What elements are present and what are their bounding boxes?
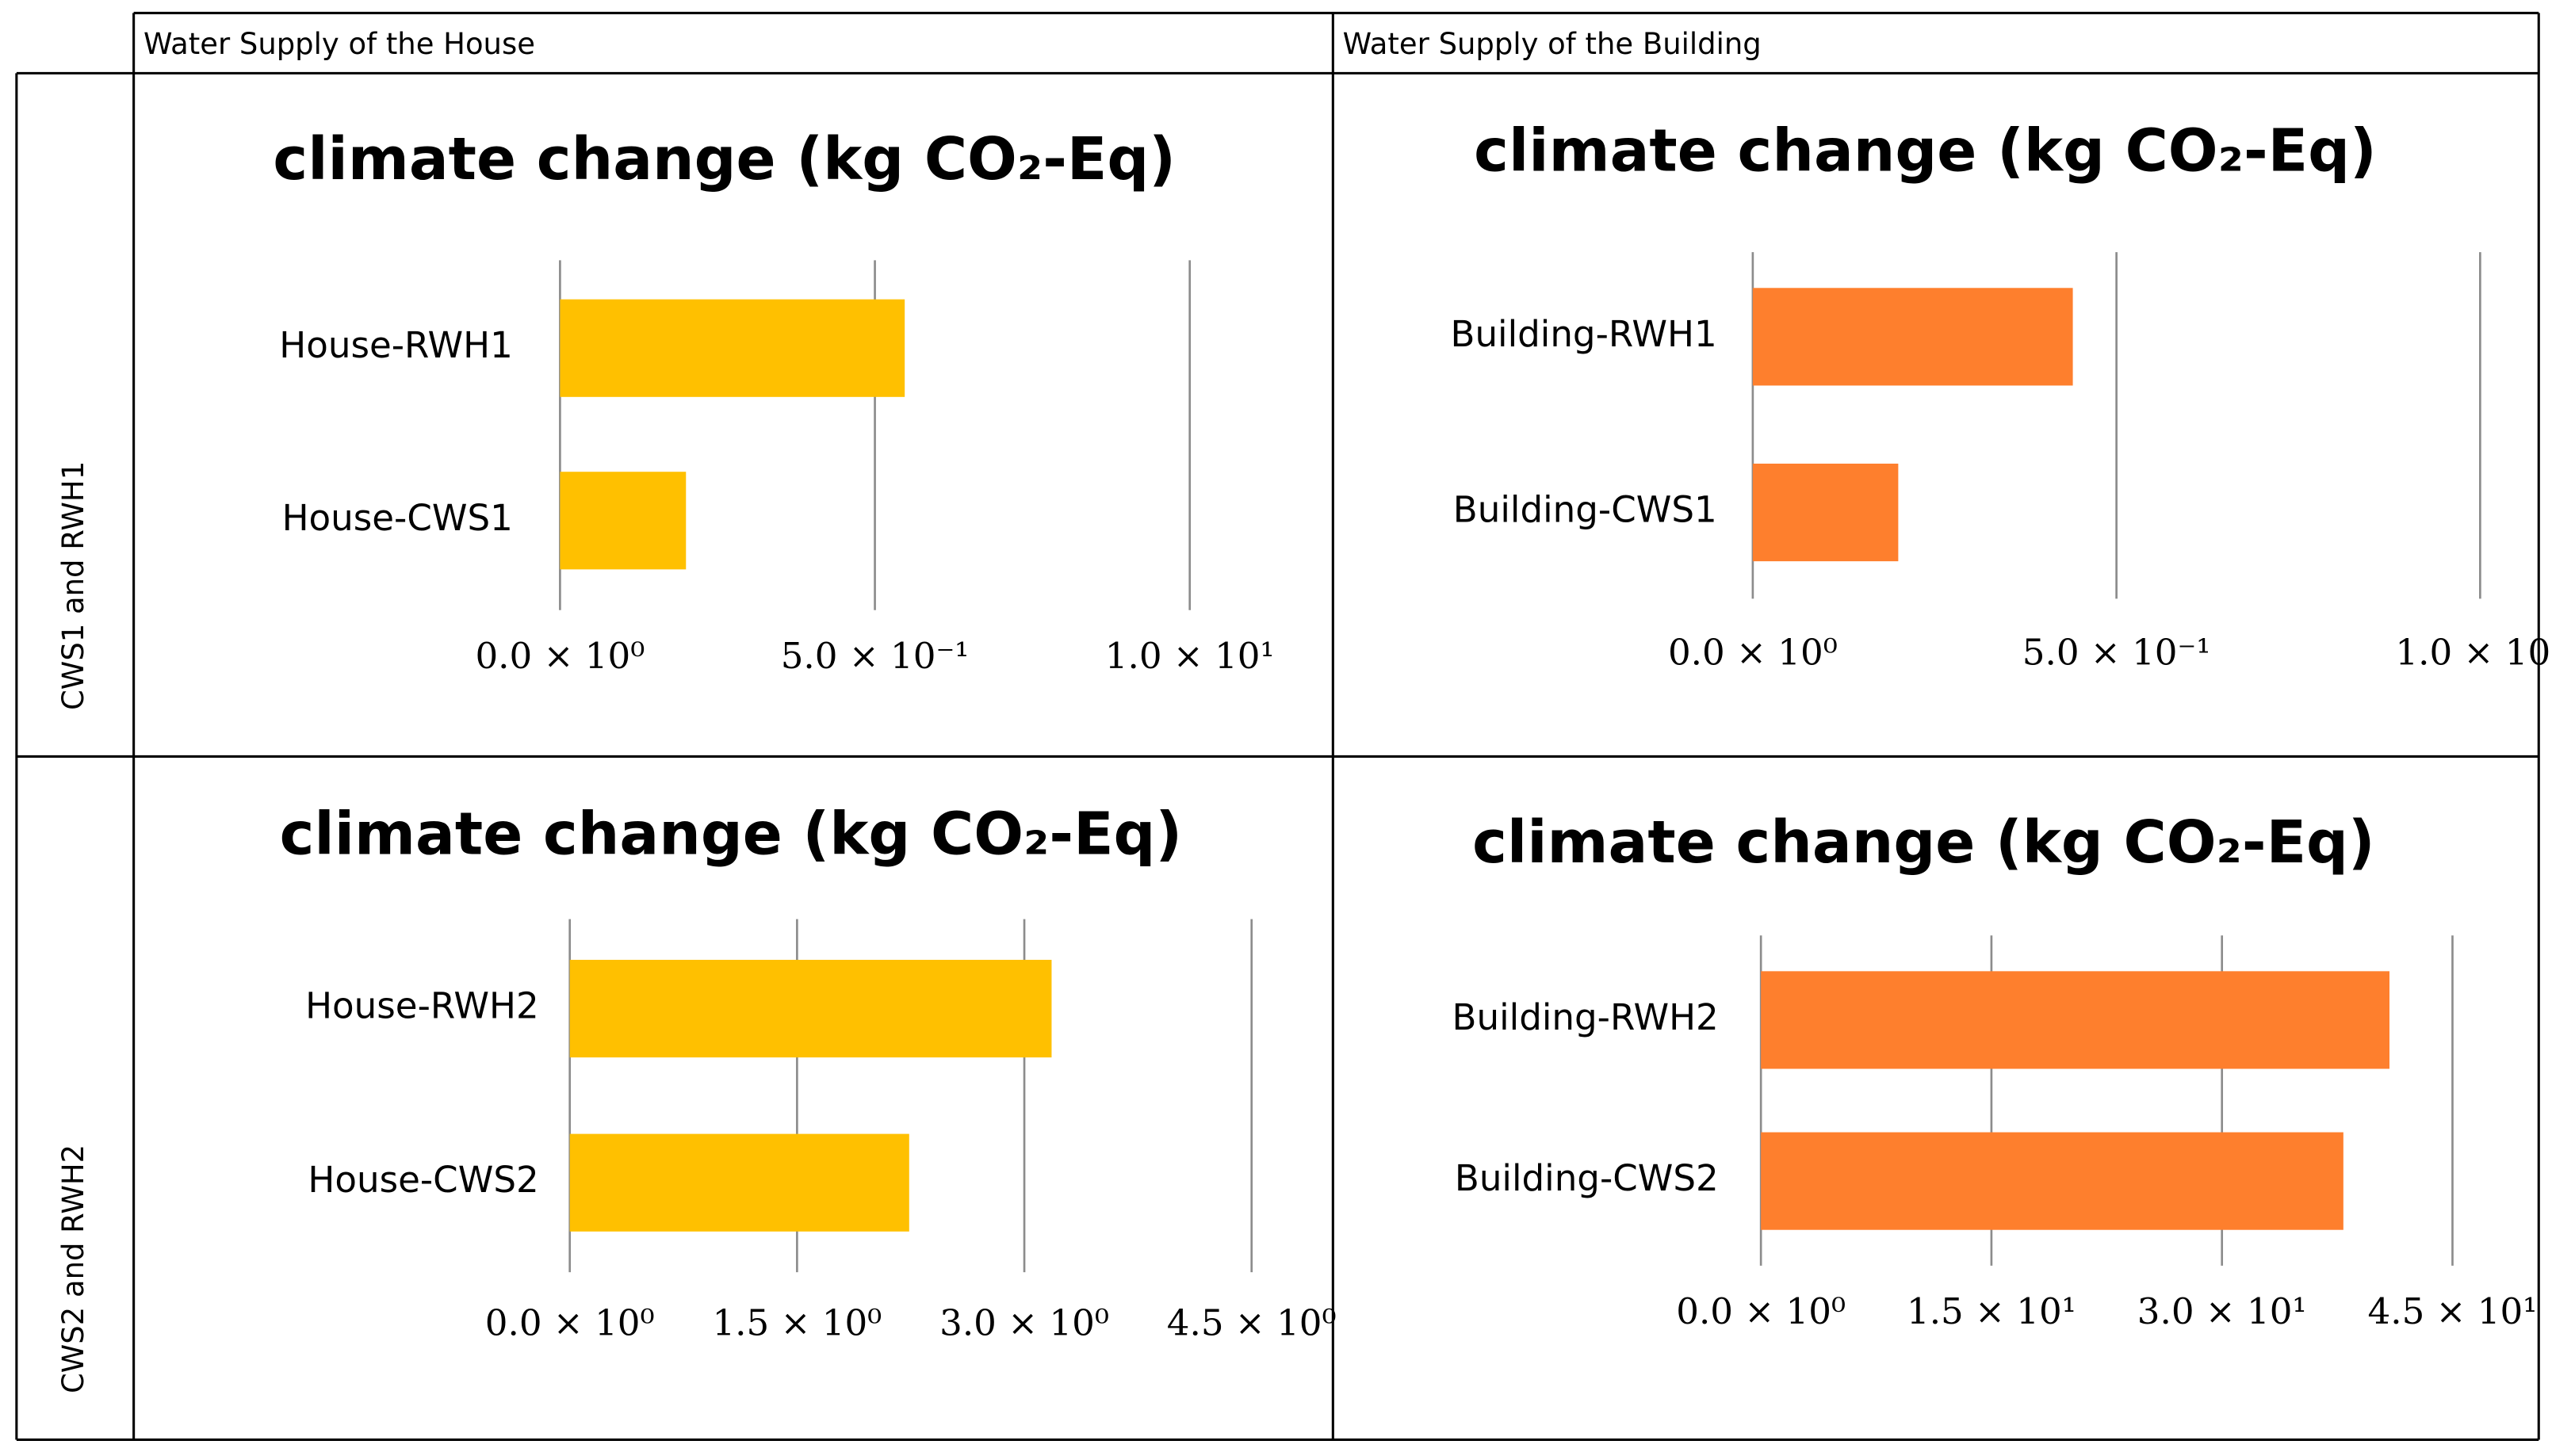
chart-title: climate change (kg CO₂-Eq) [280,801,1183,869]
y-tick-label: House-RWH1 [279,324,513,366]
x-tick-label: 5.0 × 10⁻¹ [781,635,970,677]
chart-title: climate change (kg CO₂-Eq) [1472,808,2375,877]
x-tick-label: 1.5 × 10⁰ [712,1301,882,1343]
row-header: CWS2 and RWH2 [56,1145,90,1393]
y-tick-label: Building-RWH2 [1452,996,1719,1038]
x-tick-label: 1.5 × 10¹ [1907,1290,2076,1332]
y-tick-label: Building-RWH1 [1450,313,1716,355]
x-tick-label: 0.0 × 10⁰ [475,635,645,677]
x-tick-label: 1.0 × 10¹ [1105,635,1275,677]
y-tick-label: House-CWS1 [282,497,513,539]
x-tick-label: 3.0 × 10⁰ [939,1301,1109,1343]
x-tick-label: 1.0 × 10¹ [2395,632,2552,674]
bar [569,1133,909,1232]
bar [1761,1132,2343,1230]
x-tick-label: 5.0 × 10⁻¹ [2022,632,2211,674]
x-tick-label: 0.0 × 10⁰ [1668,632,1838,674]
y-tick-label: Building-CWS2 [1455,1157,1719,1199]
x-tick-label: 0.0 × 10⁰ [485,1301,655,1343]
chart: climate change (kg CO₂-Eq) 0.0 × 10⁰ 1.5 ×… [280,801,1337,1344]
row-header: CWS1 and RWH1 [56,461,90,710]
bar [1761,971,2389,1069]
bar [560,299,905,397]
bar [569,959,1052,1058]
y-tick-label: Building-CWS1 [1453,489,1717,531]
column-header: Water Supply of the Building [1343,27,1762,61]
bar [560,472,687,570]
chart: climate change (kg CO₂-Eq) 0.0 × 10⁰ 1.5 ×… [1452,808,2538,1332]
x-tick-label: 0.0 × 10⁰ [1676,1290,1846,1332]
y-tick-label: House-RWH2 [305,985,539,1027]
x-tick-label: 4.5 × 10⁰ [1167,1301,1337,1343]
column-header: Water Supply of the House [143,27,535,61]
y-tick-label: House-CWS2 [308,1159,538,1201]
bar [1752,288,2073,386]
chart-title: climate change (kg CO₂-Eq) [1474,117,2377,185]
chart-title: climate change (kg CO₂-Eq) [273,125,1176,193]
chart: climate change (kg CO₂-Eq) 0.0 × 10⁰ 5.0 ×… [1450,117,2552,673]
bar [1752,463,1899,562]
x-tick-label: 4.5 × 10¹ [2368,1290,2538,1332]
table-frame [15,11,2540,1442]
x-tick-label: 3.0 × 10¹ [2137,1290,2307,1332]
chart: climate change (kg CO₂-Eq) 0.0 × 10⁰ 5.0 ×… [273,125,1274,677]
